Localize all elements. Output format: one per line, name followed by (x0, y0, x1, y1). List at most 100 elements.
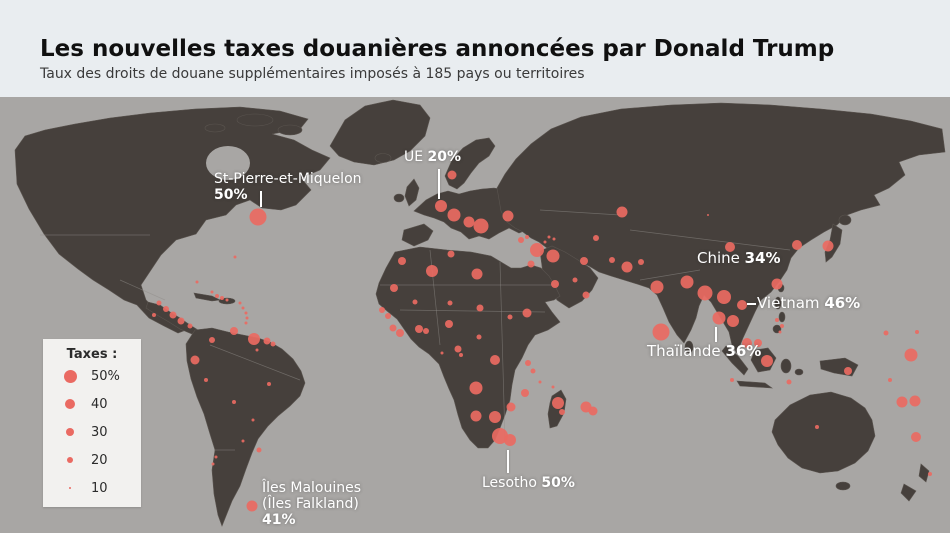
tariff-bubble (552, 237, 556, 241)
legend-row: 20 (43, 446, 141, 474)
legend-label: 10 (91, 480, 108, 496)
tariff-bubble (538, 380, 542, 384)
tariff-bubble (552, 397, 564, 409)
tariff-bubble (447, 300, 453, 306)
tariff-bubble (506, 402, 516, 412)
tariff-bubble (547, 235, 551, 239)
tariff-bubble (209, 337, 215, 343)
tariff-bubble (883, 330, 889, 336)
tariff-bubble (697, 285, 713, 301)
tariff-bubble (521, 389, 529, 397)
legend-label: 30 (91, 424, 108, 440)
tariff-bubble (771, 278, 783, 290)
tariff-bubble (396, 329, 404, 337)
legend-title: Taxes : (66, 347, 118, 362)
country-name: Chine (697, 249, 740, 267)
tariff-bubble (815, 425, 819, 429)
tariff-bubble (263, 337, 271, 345)
tariff-bubble (385, 313, 391, 319)
tariff-bubble (249, 208, 267, 226)
tariff-bubble (915, 330, 919, 334)
label-iles-malouines: Îles Malouines (Îles Falkland) 41% (262, 480, 361, 528)
tariff-bubble (530, 243, 544, 257)
legend-dot-cell (57, 399, 83, 409)
tariff-bubble (190, 355, 200, 365)
tariff-bubble (652, 323, 670, 341)
tariff-rate: 50% (214, 187, 248, 204)
tariff-rate: 46% (824, 294, 861, 312)
legend-dot-cell (57, 369, 83, 383)
tariff-bubble (251, 418, 255, 422)
tariff-bubble (754, 339, 762, 347)
tariff-bubble (928, 472, 932, 476)
tariff-rate: 20% (427, 149, 462, 165)
connector-line (715, 327, 717, 342)
legend-dot-cell (57, 487, 83, 489)
tariff-bubble (232, 400, 236, 404)
tariff-bubble (470, 410, 482, 422)
tariff-bubble (440, 351, 444, 355)
legend-row: 50% (43, 362, 141, 390)
tariff-bubble (543, 240, 547, 244)
tariff-bubble (712, 311, 726, 325)
tariff-bubble (680, 275, 694, 289)
country-name: Vietnam (757, 294, 820, 312)
bubble-layer (152, 170, 932, 512)
tariff-bubble (609, 257, 615, 263)
tariff-bubble (546, 249, 560, 263)
tariff-bubble (896, 396, 908, 408)
tariff-bubble (504, 434, 516, 446)
tariff-bubble (780, 324, 784, 328)
tariff-bubble (471, 268, 483, 280)
tariff-bubble (717, 290, 731, 304)
label-st-pierre-et-miquelon: St-Pierre-et-Miquelon 50% (214, 171, 362, 203)
tariff-bubble (241, 439, 245, 443)
tariff-bubble (522, 308, 532, 318)
tariff-bubble (476, 334, 482, 340)
header: Les nouvelles taxes douanières annoncées… (0, 0, 950, 97)
tariff-bubble (447, 250, 455, 258)
tariff-bubble (742, 338, 752, 348)
tariff-bubble (551, 385, 555, 389)
tariff-bubble (476, 304, 484, 312)
tariff-bubble (502, 210, 514, 222)
tariff-bubble (412, 299, 418, 305)
tariff-bubble (225, 298, 229, 302)
connector-line (747, 303, 756, 305)
legend-label: 20 (91, 452, 108, 468)
tariff-bubble (650, 280, 664, 294)
bubble-size-icon (67, 457, 73, 463)
tariff-bubble (244, 311, 248, 315)
tariff-bubble (256, 447, 262, 453)
tariff-bubble (248, 333, 260, 345)
connector-line (438, 169, 440, 199)
label-thailande: Thaïlande 36% (647, 342, 761, 360)
tariff-bubble (490, 355, 500, 365)
tariff-bubble (255, 348, 259, 352)
tariff-bubble (730, 378, 734, 382)
legend-row: 40 (43, 390, 141, 418)
tariff-bubble (572, 277, 578, 283)
tariff-bubble (245, 316, 249, 320)
tariff-bubble (169, 311, 177, 319)
tariff-bubble (761, 355, 773, 367)
world-map (0, 97, 950, 533)
tariff-bubble (241, 306, 245, 310)
tariff-bubble (593, 235, 599, 241)
tariff-bubble (210, 290, 214, 294)
country-name: Îles Malouines (262, 480, 362, 496)
tariff-bubble (211, 462, 215, 466)
tariff-bubble (447, 170, 457, 180)
tariff-bubble (725, 242, 735, 252)
tariff-bubble (525, 360, 531, 366)
label-lesotho: Lesotho 50% (482, 475, 575, 491)
tariff-bubble (454, 345, 462, 353)
tariff-bubble (244, 321, 248, 325)
tariff-bubble (379, 307, 385, 313)
legend: Taxes : 50% 40 30 20 10 (43, 339, 141, 507)
legend-label: 50% (91, 368, 120, 384)
tariff-bubble (527, 260, 535, 268)
tariff-bubble (390, 284, 398, 292)
tariff-bubble (580, 257, 588, 265)
tariff-bubble (426, 265, 438, 277)
